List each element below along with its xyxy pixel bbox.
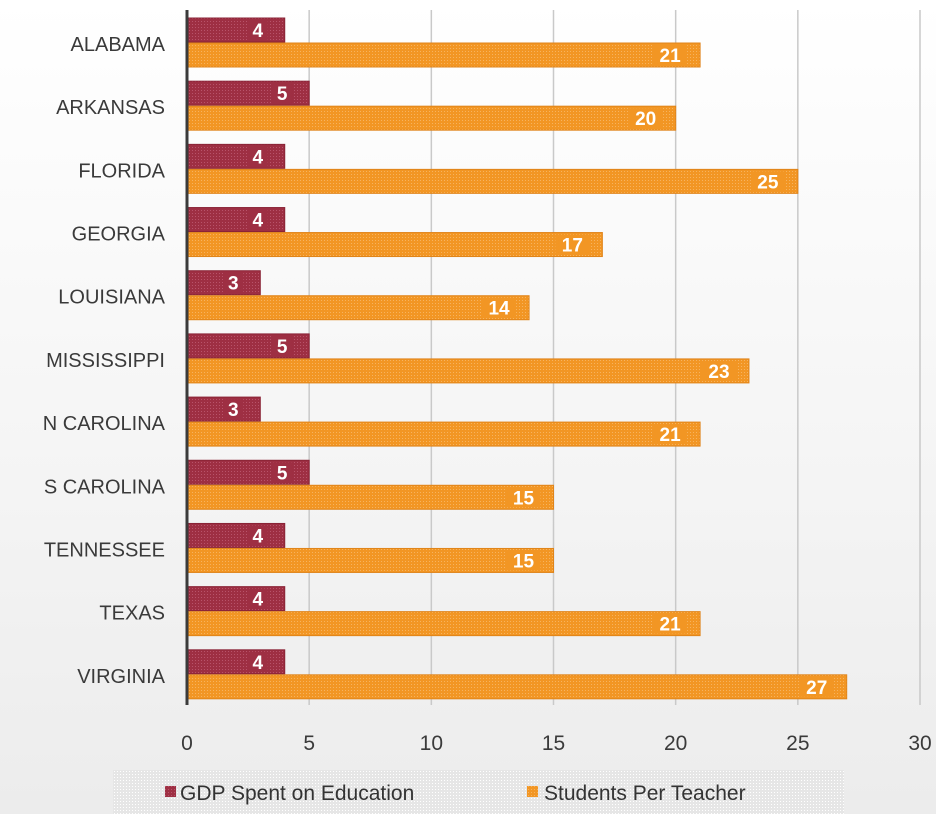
data-label-bg-students-s-carolina <box>506 487 541 508</box>
data-label-students-virginia: 27 <box>806 678 827 699</box>
category-label-louisiana: LOUISIANA <box>58 287 165 309</box>
data-label-gdp-louisiana: 3 <box>228 274 239 295</box>
data-label-bg-gdp-tennessee <box>247 525 268 546</box>
data-label-students-s-carolina: 15 <box>513 488 535 509</box>
legend-label-gdp: GDP Spent on Education <box>180 782 414 805</box>
category-label-texas: TEXAS <box>99 603 165 625</box>
x-tick-label-25: 25 <box>786 732 809 755</box>
data-label-gdp-mississippi: 5 <box>277 337 288 358</box>
data-label-bg-gdp-n-carolina <box>223 399 244 420</box>
data-label-gdp-florida: 4 <box>252 147 263 168</box>
x-tick-label-5: 5 <box>303 732 315 755</box>
category-label-s-carolina: S CAROLINA <box>44 476 166 498</box>
data-label-bg-students-n-carolina <box>653 424 688 445</box>
x-tick-label-30: 30 <box>908 732 931 755</box>
bar-gdp-florida <box>186 143 286 169</box>
data-label-students-arkansas: 20 <box>635 109 656 130</box>
bar-students-florida <box>186 168 799 194</box>
legend: GDP Spent on Education Students Per Teach… <box>113 770 844 814</box>
bar-gdp-georgia <box>186 207 286 233</box>
data-label-bg-gdp-texas <box>247 588 268 609</box>
bar-students-n-carolina <box>186 421 701 447</box>
data-label-bg-gdp-alabama <box>247 20 268 40</box>
data-label-bg-students-louisiana <box>482 297 517 318</box>
data-label-students-alabama: 21 <box>660 46 682 67</box>
data-label-bg-gdp-s-carolina <box>272 462 293 483</box>
bar-gdp-tennessee <box>186 522 286 548</box>
bar-students-arkansas <box>186 105 677 131</box>
data-label-bg-gdp-louisiana <box>223 272 244 293</box>
bar-students-tennessee <box>186 547 554 573</box>
data-label-bg-students-mississippi <box>701 360 736 381</box>
category-label-alabama: ALABAMA <box>71 34 166 56</box>
category-label-mississippi: MISSISSIPPI <box>46 350 165 372</box>
data-label-bg-gdp-georgia <box>247 209 268 230</box>
bar-gdp-texas <box>186 586 286 612</box>
data-label-students-tennessee: 15 <box>513 551 535 572</box>
category-label-n-carolina: N CAROLINA <box>43 413 166 435</box>
x-axis-tick-labels: 0 5 10 15 20 25 30 <box>181 732 932 755</box>
data-label-bg-students-texas <box>653 613 688 634</box>
data-label-bg-students-virginia <box>799 676 834 697</box>
data-label-bg-students-florida <box>750 171 785 192</box>
data-label-gdp-georgia: 4 <box>252 211 263 232</box>
category-labels: ALABAMA ARKANSAS FLORIDA GEORGIA LOUISIANA MI… <box>43 34 166 688</box>
bar-gdp-alabama <box>186 17 286 43</box>
x-tick-label-20: 20 <box>664 732 687 755</box>
data-label-students-n-carolina: 21 <box>660 425 682 446</box>
data-label-gdp-texas: 4 <box>252 590 263 611</box>
data-label-students-louisiana: 14 <box>488 299 510 320</box>
bar-students-georgia <box>186 232 603 258</box>
data-label-gdp-arkansas: 5 <box>277 84 288 105</box>
category-label-virginia: VIRGINIA <box>77 666 165 688</box>
data-label-bg-students-arkansas <box>628 108 663 129</box>
data-label-bg-gdp-arkansas <box>272 83 293 104</box>
bar-students-texas <box>186 611 701 637</box>
data-label-bg-gdp-mississippi <box>272 335 293 356</box>
x-tick-label-15: 15 <box>542 732 565 755</box>
legend-swatch-students <box>527 786 538 797</box>
data-label-gdp-s-carolina: 5 <box>277 463 288 484</box>
x-tick-label-10: 10 <box>420 732 443 755</box>
data-label-bg-students-alabama <box>653 45 688 65</box>
bar-students-virginia <box>186 674 848 700</box>
data-label-bg-gdp-virginia <box>247 651 268 672</box>
data-label-gdp-virginia: 4 <box>252 653 263 674</box>
data-label-students-georgia: 17 <box>562 236 583 257</box>
legend-label-students: Students Per Teacher <box>544 782 746 805</box>
data-label-gdp-n-carolina: 3 <box>228 400 239 421</box>
data-label-bg-gdp-florida <box>247 146 268 167</box>
bars: 4 21 5 20 4 25 4 17 3 14 5 23 3 21 5 15 4 15 4 21 4 27 <box>186 17 848 700</box>
category-label-arkansas: ARKANSAS <box>56 97 165 119</box>
data-label-bg-students-georgia <box>555 234 590 255</box>
data-label-students-mississippi: 23 <box>708 362 729 383</box>
bar-students-s-carolina <box>186 484 554 510</box>
category-label-georgia: GEORGIA <box>72 224 166 246</box>
category-label-florida: FLORIDA <box>78 160 165 182</box>
bar-students-alabama <box>186 42 701 68</box>
data-label-bg-students-tennessee <box>506 550 541 571</box>
data-label-gdp-tennessee: 4 <box>252 526 263 547</box>
bar-students-mississippi <box>186 358 750 384</box>
data-label-students-texas: 21 <box>660 615 682 636</box>
data-label-students-florida: 25 <box>757 172 779 193</box>
legend-box <box>113 770 844 814</box>
x-tick-label-0: 0 <box>181 732 193 755</box>
data-label-gdp-alabama: 4 <box>252 21 263 42</box>
bar-gdp-virginia <box>186 649 286 675</box>
bar-students-louisiana <box>186 295 530 321</box>
legend-swatch-gdp <box>165 786 176 797</box>
category-label-tennessee: TENNESSEE <box>44 539 165 561</box>
